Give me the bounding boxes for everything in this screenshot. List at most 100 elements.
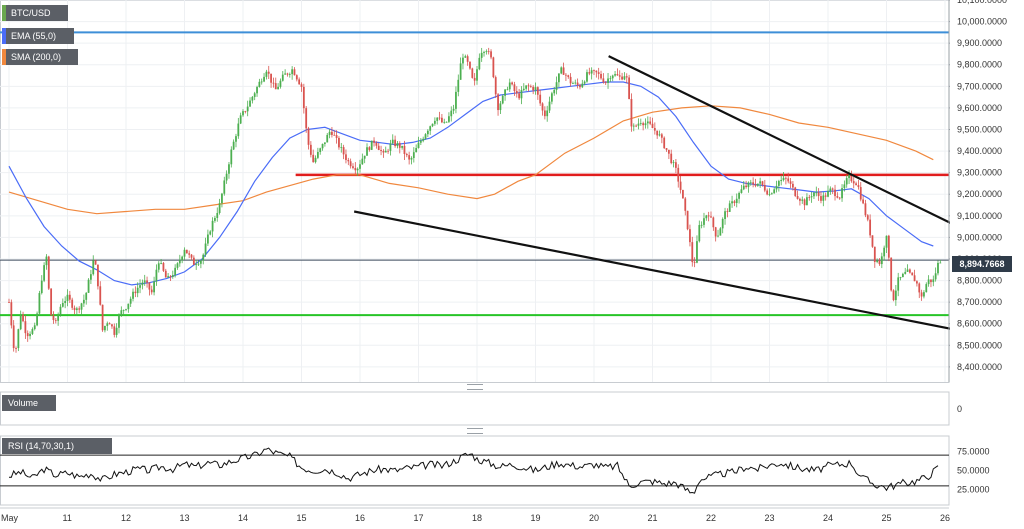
candle-body-107	[258, 81, 261, 88]
candle-body-167	[398, 143, 401, 148]
candle-body-342	[808, 197, 811, 198]
candle-body-22	[59, 306, 62, 316]
candle-body-392	[925, 284, 928, 293]
candle-body-28	[73, 307, 76, 311]
candle-body-363	[857, 185, 860, 188]
candle-body-156	[373, 140, 375, 143]
legend-ema[interactable]: EMA (55,0)	[2, 28, 74, 44]
candle-body-339	[801, 199, 804, 201]
candle-body-108	[260, 81, 263, 83]
candle-body-44	[111, 324, 113, 327]
y-axis-label-11: 9,500.0000	[957, 124, 1002, 134]
candle-body-66	[162, 263, 165, 271]
x-tick-label-19: 19	[531, 513, 541, 523]
candle-body-9	[29, 333, 31, 337]
candle-body-178	[424, 134, 427, 139]
candle-body-394	[930, 279, 932, 283]
candle-body-147	[352, 166, 354, 168]
candle-body-145	[347, 159, 350, 162]
candle-body-148	[354, 167, 357, 171]
legend-sma-swatch	[2, 49, 6, 65]
legend-sma-label: SMA (200,0)	[11, 52, 62, 62]
candle-body-93	[225, 173, 228, 181]
legend-sma[interactable]: SMA (200,0)	[2, 49, 78, 65]
candle-body-184	[438, 117, 441, 119]
candle-body-1	[10, 302, 13, 326]
candle-body-65	[160, 263, 162, 264]
candle-body-52	[129, 298, 132, 304]
candle-body-321	[759, 181, 762, 184]
main-pane-frame	[0, 0, 950, 383]
candle-body-299	[707, 215, 710, 217]
candle-body-172	[410, 158, 413, 160]
candle-body-398	[939, 262, 942, 264]
candle-body-41	[104, 325, 106, 331]
candle-body-154	[368, 147, 371, 150]
pane-resize-handle-volume[interactable]	[467, 384, 483, 390]
y-axis-label-17: 10,100.0000	[957, 0, 1007, 5]
candle-body-176	[419, 140, 422, 143]
candle-body-335	[792, 183, 794, 188]
candle-body-30	[78, 308, 81, 310]
rsi-pane-label[interactable]: RSI (14,70,30,1)	[2, 438, 112, 454]
candle-body-133	[319, 148, 322, 152]
candle-body-149	[356, 168, 359, 171]
candle-body-164	[391, 139, 394, 144]
y-axis-label-14: 9,800.0000	[957, 60, 1002, 70]
candle-body-369	[871, 235, 874, 247]
candle-body-198	[471, 68, 474, 78]
candle-body-297	[703, 218, 705, 225]
candle-body-72	[176, 263, 179, 268]
candle-body-234	[555, 82, 558, 90]
candle-body-247	[586, 72, 588, 82]
candle-body-308	[728, 203, 731, 212]
candle-body-137	[328, 131, 331, 135]
candle-body-34	[87, 279, 90, 293]
candle-body-284	[672, 162, 675, 164]
candle-body-200	[476, 69, 478, 81]
pane-resize-handle-rsi[interactable]	[467, 428, 483, 434]
candle-body-15	[43, 265, 45, 281]
candle-body-180	[429, 126, 432, 131]
candle-body-316	[747, 182, 750, 188]
candle-body-265	[628, 77, 630, 99]
candle-body-393	[927, 279, 930, 285]
candle-body-2	[12, 325, 15, 349]
candle-body-129	[309, 144, 312, 155]
x-tick-label-26: 26	[940, 513, 950, 523]
candle-body-5	[19, 314, 22, 330]
candle-body-70	[171, 275, 174, 277]
candle-body-349	[824, 195, 827, 197]
candle-body-224	[532, 86, 535, 91]
candle-body-243	[576, 82, 579, 86]
candle-body-131	[314, 157, 317, 163]
candle-body-341	[806, 197, 808, 206]
candle-body-304	[719, 228, 722, 236]
candle-body-157	[375, 142, 378, 146]
candle-body-286	[677, 167, 680, 182]
candle-body-240	[569, 76, 572, 84]
candle-body-117	[281, 74, 284, 81]
candle-body-330	[780, 179, 783, 182]
candle-body-328	[775, 185, 778, 190]
candle-body-281	[665, 148, 668, 150]
legend-btcusd[interactable]: BTC/USD	[2, 5, 68, 21]
candle-body-97	[235, 136, 237, 142]
candle-body-163	[389, 143, 392, 151]
candle-body-201	[478, 57, 481, 70]
candle-body-42	[106, 323, 109, 326]
legend-ema-label: EMA (55,0)	[11, 31, 57, 41]
volume-pane-label[interactable]: Volume	[2, 395, 56, 411]
candle-body-362	[855, 183, 857, 186]
rsi-pane-frame	[0, 435, 950, 506]
candle-body-252	[597, 72, 600, 74]
candle-body-325	[768, 194, 771, 195]
candle-body-77	[188, 253, 191, 255]
candle-body-74	[181, 256, 184, 261]
candle-body-230	[546, 110, 549, 117]
candle-body-379	[894, 290, 897, 301]
candle-body-199	[473, 77, 476, 81]
candle-body-270	[639, 123, 642, 124]
candle-body-318	[752, 182, 755, 185]
candle-body-269	[637, 123, 640, 126]
